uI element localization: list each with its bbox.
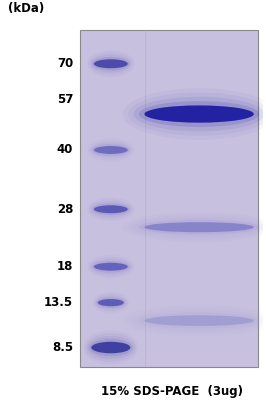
Ellipse shape [139, 312, 259, 329]
Ellipse shape [91, 342, 130, 353]
Ellipse shape [139, 101, 259, 127]
Ellipse shape [144, 222, 254, 232]
Ellipse shape [97, 297, 125, 308]
Ellipse shape [90, 55, 131, 73]
Ellipse shape [92, 57, 130, 70]
Text: 70: 70 [57, 57, 73, 70]
Ellipse shape [90, 259, 131, 275]
Ellipse shape [92, 144, 130, 156]
Bar [145, 30, 146, 367]
Ellipse shape [90, 142, 131, 158]
Text: (kDa): (kDa) [8, 2, 44, 15]
Ellipse shape [92, 203, 130, 215]
Text: 8.5: 8.5 [52, 341, 73, 354]
Ellipse shape [139, 220, 259, 235]
Text: 13.5: 13.5 [44, 296, 73, 309]
Ellipse shape [144, 315, 254, 326]
Ellipse shape [144, 106, 254, 123]
FancyBboxPatch shape [80, 30, 258, 367]
Ellipse shape [94, 205, 128, 213]
Text: 28: 28 [57, 203, 73, 216]
Ellipse shape [134, 97, 265, 131]
Text: 18: 18 [57, 260, 73, 273]
Ellipse shape [94, 146, 128, 154]
Ellipse shape [92, 261, 130, 273]
Ellipse shape [90, 201, 131, 217]
Text: 57: 57 [57, 93, 73, 106]
Ellipse shape [95, 296, 126, 310]
Ellipse shape [94, 263, 128, 271]
Text: 40: 40 [57, 144, 73, 156]
Ellipse shape [88, 336, 134, 359]
Ellipse shape [89, 339, 132, 356]
Text: 15% SDS-PAGE  (3ug): 15% SDS-PAGE (3ug) [101, 385, 243, 398]
Ellipse shape [94, 59, 128, 68]
Ellipse shape [98, 299, 124, 306]
